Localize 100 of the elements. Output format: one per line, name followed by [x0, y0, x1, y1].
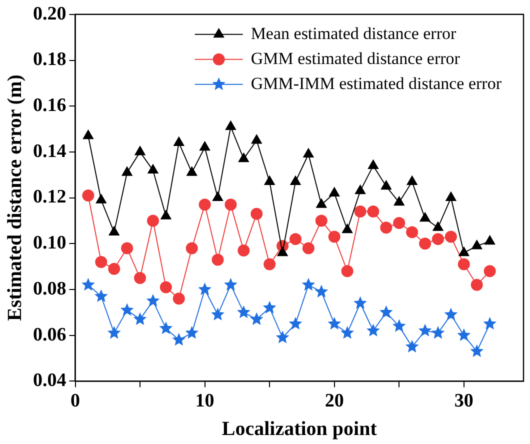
y-tick-label: 0.16	[33, 95, 66, 116]
point	[172, 332, 186, 346]
point	[276, 330, 290, 344]
point	[432, 233, 444, 246]
point	[340, 326, 354, 339]
point	[211, 308, 224, 320]
point	[198, 282, 212, 296]
point	[212, 192, 224, 202]
point	[264, 258, 276, 270]
point	[237, 305, 250, 318]
point	[444, 230, 457, 243]
point	[186, 242, 198, 254]
point	[238, 244, 250, 257]
point	[420, 212, 430, 222]
point	[406, 226, 418, 238]
point	[380, 222, 392, 234]
point	[212, 254, 224, 266]
point	[186, 166, 198, 176]
y-tick-label: 0.06	[33, 324, 66, 346]
point	[224, 198, 237, 211]
y-axis-title: Estimated distance error (m)	[4, 74, 26, 322]
point	[368, 160, 378, 169]
point	[457, 328, 471, 342]
point	[341, 265, 354, 278]
point	[159, 321, 173, 334]
point	[120, 303, 134, 316]
point	[392, 319, 406, 332]
x-tick-label: 20	[324, 390, 344, 412]
x-tick-label: 0	[70, 390, 80, 412]
point	[160, 210, 172, 220]
point	[484, 265, 496, 278]
point	[172, 292, 185, 305]
point	[458, 246, 470, 256]
point	[108, 262, 120, 275]
point	[315, 214, 328, 227]
point	[316, 198, 327, 208]
point	[342, 224, 353, 234]
y-tick-label: 0.14	[33, 140, 67, 162]
point	[380, 305, 393, 318]
point	[419, 238, 432, 250]
y-tick-label: 0.20	[33, 3, 66, 24]
point	[82, 278, 95, 291]
y-tick-label: 0.18	[33, 49, 66, 70]
point	[146, 214, 159, 227]
point	[303, 148, 314, 158]
y-tick-label: 0.08	[33, 278, 66, 300]
point	[432, 222, 444, 231]
legend-label: GMM estimated distance error	[250, 48, 460, 68]
legend-label: Mean estimated distance error	[250, 24, 456, 43]
point	[134, 146, 146, 156]
point	[405, 340, 419, 352]
point	[288, 316, 302, 330]
point	[406, 176, 418, 186]
point	[225, 120, 236, 130]
point	[380, 180, 392, 190]
y-tick-label: 0.10	[33, 232, 66, 254]
point	[431, 326, 445, 339]
point	[134, 272, 146, 284]
point	[470, 278, 483, 291]
point	[122, 166, 132, 176]
point	[133, 312, 147, 325]
point	[470, 344, 484, 358]
point	[82, 130, 94, 140]
point	[148, 164, 158, 174]
point	[224, 278, 238, 291]
point	[314, 284, 328, 298]
point	[185, 326, 199, 339]
point	[108, 226, 120, 236]
point	[250, 312, 264, 325]
point	[302, 242, 314, 254]
point	[367, 206, 380, 218]
point	[200, 141, 210, 151]
point	[107, 326, 121, 339]
legend-label: GMM-IMM estimated distance error	[250, 74, 502, 93]
point	[289, 233, 302, 246]
point	[354, 296, 367, 309]
point	[418, 324, 432, 336]
y-tick-label: 0.04	[33, 370, 67, 392]
point	[354, 206, 366, 218]
point	[472, 240, 482, 250]
point	[146, 294, 160, 307]
point	[328, 316, 342, 330]
point	[302, 278, 316, 291]
point	[444, 308, 458, 320]
point	[355, 184, 366, 194]
point	[484, 235, 496, 245]
point	[160, 281, 172, 294]
point	[290, 176, 301, 186]
point	[483, 316, 496, 330]
point	[250, 208, 263, 220]
point	[96, 194, 106, 204]
point	[458, 258, 470, 270]
point	[174, 136, 184, 146]
point	[264, 176, 275, 186]
y-tick-label: 0.12	[33, 186, 66, 208]
point	[446, 192, 456, 202]
point	[198, 198, 211, 211]
point	[251, 134, 262, 144]
point	[329, 187, 340, 196]
point	[394, 196, 404, 206]
